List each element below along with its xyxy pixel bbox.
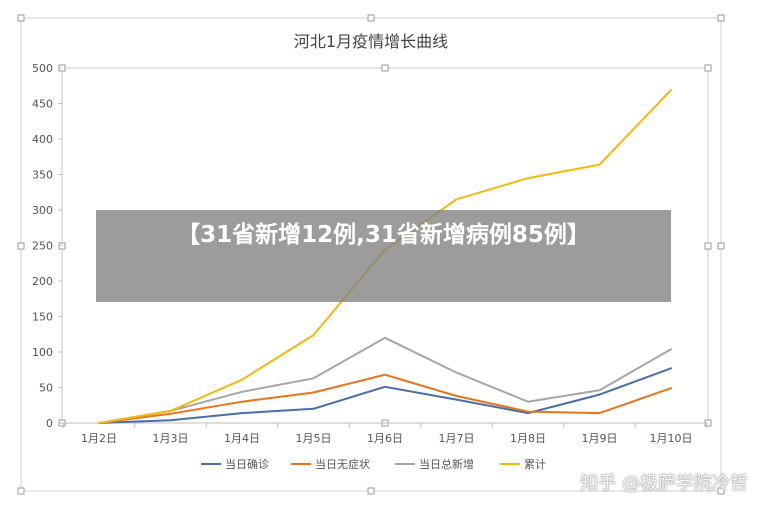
- y-tick-label: 150: [32, 311, 53, 324]
- x-tick-label: 1月8日: [510, 432, 546, 445]
- headline-overlay: 【31省新增12例,31省新增病例85例】: [96, 210, 671, 302]
- y-tick-label: 200: [32, 275, 53, 288]
- y-tick-label: 450: [32, 98, 53, 111]
- y-axis: 0 50 100 150 200 250 300 350 400 450 500: [32, 62, 62, 430]
- x-tick-label: 1月6日: [367, 432, 403, 445]
- legend: 当日确诊 当日无症状 当日总新增 累计: [201, 457, 546, 471]
- legend-label-2: 当日总新增: [419, 457, 474, 471]
- y-tick-label: 350: [32, 169, 53, 182]
- y-tick-label: 100: [32, 346, 53, 359]
- x-tick-label: 1月4日: [224, 432, 260, 445]
- series-line-2: [98, 336, 672, 424]
- y-tick-label: 400: [32, 133, 53, 146]
- watermark-text: 知乎 @极萨学院冷哲: [580, 473, 748, 494]
- legend-label-1: 当日无症状: [315, 457, 370, 471]
- x-tick-label: 1月7日: [439, 432, 475, 445]
- legend-label-0: 当日确诊: [225, 457, 269, 471]
- series-line-0: [98, 367, 672, 424]
- x-tick-label: 1月2日: [81, 432, 117, 445]
- y-tick-label: 50: [39, 382, 53, 395]
- x-tick-label: 1月9日: [582, 432, 618, 445]
- chart-title: 河北1月疫情增长曲线: [294, 32, 448, 51]
- x-tick-label: 1月5日: [296, 432, 332, 445]
- x-tick-label: 1月3日: [153, 432, 189, 445]
- legend-label-3: 累计: [524, 458, 546, 471]
- x-axis: 1月2日 1月3日 1月4日 1月5日 1月6日 1月7日 1月8日 1月9日 1月10日: [62, 422, 708, 445]
- y-tick-label: 250: [32, 240, 53, 253]
- series-line-1: [98, 373, 672, 424]
- frame-handles: [17, 14, 725, 495]
- y-tick-label: 500: [32, 62, 53, 75]
- y-tick-label: 300: [32, 204, 53, 217]
- headline-text: 【31省新增12例,31省新增病例85例】: [177, 222, 590, 248]
- x-tick-label: 1月10日: [650, 432, 693, 445]
- y-tick-label: 0: [46, 417, 53, 430]
